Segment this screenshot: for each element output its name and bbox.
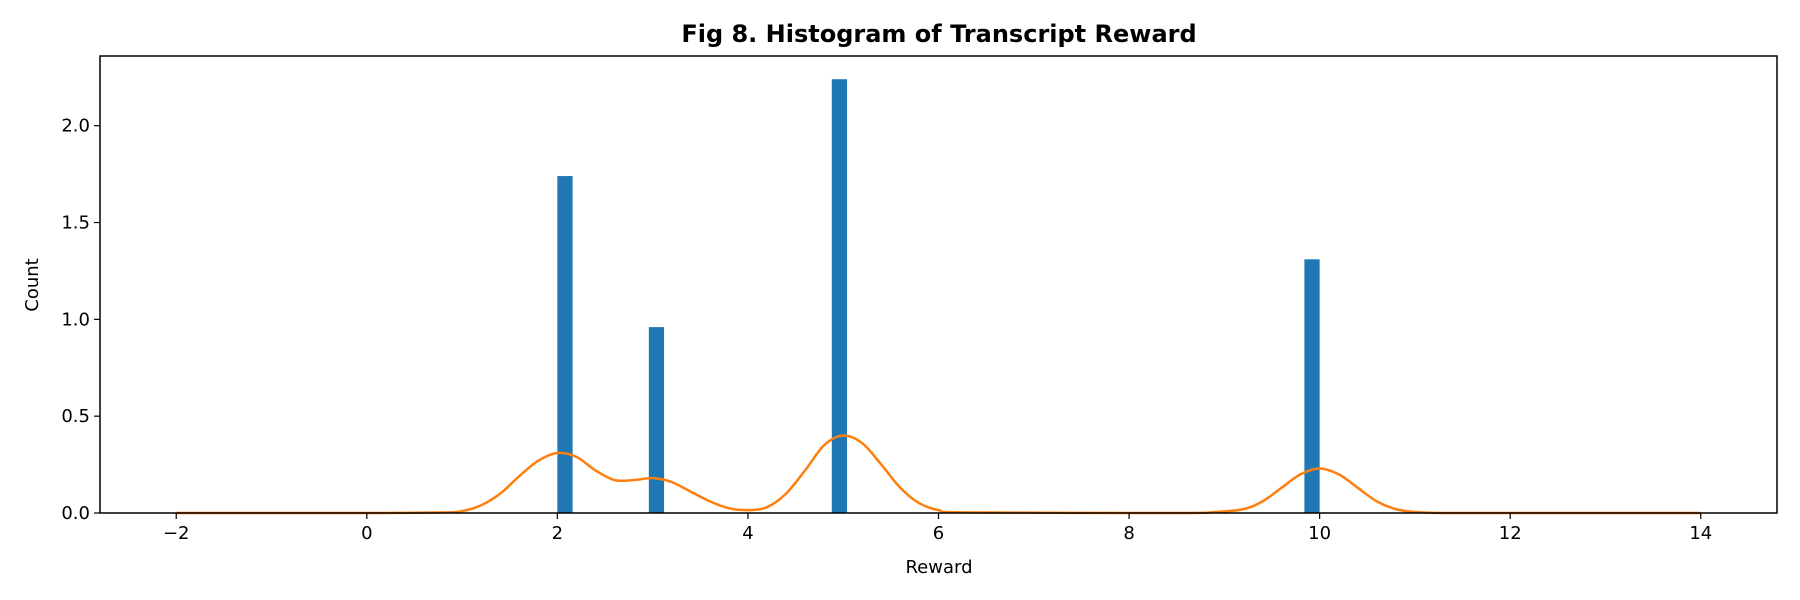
x-axis-label: Reward bbox=[905, 557, 972, 578]
histogram-bar bbox=[1304, 259, 1320, 513]
y-tick-label: 0.0 bbox=[61, 503, 90, 524]
x-tick-label: 2 bbox=[552, 523, 563, 544]
kde-line bbox=[176, 434, 1701, 515]
x-tick-label: −2 bbox=[163, 523, 190, 544]
histogram-bar bbox=[831, 79, 848, 513]
plot-area bbox=[176, 79, 1701, 515]
x-tick-label: 8 bbox=[1123, 523, 1134, 544]
y-tick-label: 2.0 bbox=[61, 116, 90, 137]
y-axis-label: Count bbox=[22, 258, 43, 311]
chart-title: Fig 8. Histogram of Transcript Reward bbox=[681, 20, 1196, 48]
x-tick-label: 0 bbox=[361, 523, 372, 544]
histogram-bar bbox=[648, 327, 665, 513]
x-tick-label: 12 bbox=[1499, 523, 1522, 544]
histogram-bar bbox=[557, 176, 573, 513]
x-tick-label: 6 bbox=[933, 523, 944, 544]
x-tick-label: 4 bbox=[742, 523, 753, 544]
x-tick-label: 10 bbox=[1308, 523, 1331, 544]
x-tick-label: 14 bbox=[1689, 523, 1712, 544]
y-tick-label: 0.5 bbox=[61, 406, 90, 427]
y-tick-label: 1.5 bbox=[61, 213, 90, 234]
y-tick-label: 1.0 bbox=[61, 309, 90, 330]
y-axis: 0.0 0.5 1.0 1.5 2.0 bbox=[61, 116, 100, 524]
plot-frame bbox=[99, 55, 1778, 514]
x-axis: −2 0 2 4 6 8 10 12 14 bbox=[163, 513, 1712, 544]
